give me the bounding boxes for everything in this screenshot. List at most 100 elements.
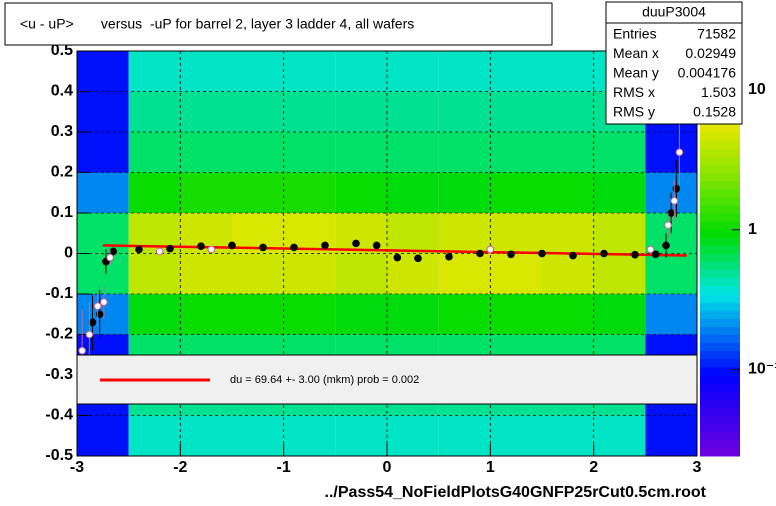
stats-label: RMS x bbox=[613, 84, 655, 100]
data-point bbox=[667, 209, 675, 217]
y-tick-label: 0 bbox=[64, 245, 73, 262]
heat-cell bbox=[438, 91, 491, 132]
heat-cell bbox=[232, 294, 284, 335]
data-point bbox=[85, 330, 94, 339]
heat-cell bbox=[128, 253, 181, 294]
heat-cell bbox=[283, 294, 336, 335]
heat-cell bbox=[128, 51, 181, 92]
heat-cell bbox=[77, 415, 129, 456]
color-step bbox=[700, 407, 740, 416]
y-tick-label: 0.4 bbox=[51, 83, 73, 100]
stats-label: Mean y bbox=[613, 65, 659, 81]
color-step bbox=[700, 358, 740, 368]
data-point bbox=[372, 241, 381, 250]
data-point bbox=[352, 239, 360, 248]
data-point bbox=[207, 245, 216, 254]
y-tick-label: -0.4 bbox=[45, 407, 73, 424]
heat-cell bbox=[232, 51, 284, 92]
color-step bbox=[700, 350, 740, 360]
z-tick-label: 10 bbox=[748, 81, 766, 98]
data-point bbox=[646, 245, 655, 254]
data-point bbox=[675, 148, 684, 157]
heat-cell bbox=[335, 91, 387, 132]
heat-cell bbox=[180, 51, 232, 92]
heat-cell bbox=[128, 172, 181, 213]
color-step bbox=[700, 269, 740, 279]
x-tick-label: 1 bbox=[486, 459, 495, 476]
heat-cell bbox=[335, 415, 387, 456]
color-step bbox=[700, 180, 740, 190]
heat-cell bbox=[542, 213, 594, 254]
color-step bbox=[700, 196, 740, 206]
color-step bbox=[700, 285, 740, 295]
data-point bbox=[664, 221, 672, 229]
data-point bbox=[476, 249, 484, 258]
heat-cell bbox=[232, 132, 284, 173]
heat-cell bbox=[542, 91, 594, 132]
data-point bbox=[662, 241, 670, 250]
color-step bbox=[700, 423, 740, 433]
heat-cell bbox=[542, 415, 594, 456]
data-point bbox=[651, 250, 660, 259]
heat-cell bbox=[283, 415, 336, 456]
heat-cell bbox=[180, 253, 232, 294]
heat-cell bbox=[438, 415, 491, 456]
fit-label: du = 69.64 +- 3.00 (mkm) prob = 0.002 bbox=[230, 374, 419, 386]
color-step bbox=[700, 439, 740, 449]
data-point bbox=[135, 245, 143, 254]
color-step bbox=[700, 310, 740, 319]
heat-cell bbox=[438, 51, 491, 92]
heat-cell bbox=[77, 91, 129, 132]
marks bbox=[78, 119, 687, 392]
color-step bbox=[700, 342, 740, 352]
x-tick-label: 2 bbox=[589, 459, 598, 476]
heat-cell bbox=[490, 91, 542, 132]
heat-cell bbox=[232, 91, 284, 132]
y-tick-label: 0.3 bbox=[51, 123, 73, 140]
heat-cell bbox=[645, 253, 697, 294]
color-step bbox=[700, 399, 740, 408]
color-step bbox=[700, 156, 740, 165]
heatmap bbox=[77, 51, 697, 456]
color-step bbox=[700, 318, 740, 327]
data-point bbox=[414, 254, 422, 263]
heat-cell bbox=[490, 132, 542, 173]
heat-cell bbox=[180, 132, 232, 173]
data-point bbox=[569, 251, 577, 260]
heat-cell bbox=[283, 253, 336, 294]
color-step bbox=[700, 237, 740, 246]
x-tick-label: -2 bbox=[173, 459, 187, 476]
data-point bbox=[78, 346, 86, 355]
y-tick-label: -0.5 bbox=[45, 447, 73, 464]
heat-cell bbox=[593, 213, 646, 254]
data-point bbox=[93, 302, 102, 310]
y-tick-label: 0.2 bbox=[51, 164, 73, 181]
heat-cell bbox=[438, 172, 491, 213]
heat-cell bbox=[438, 294, 491, 335]
heat-cell bbox=[128, 132, 181, 173]
color-step bbox=[700, 277, 740, 287]
y-tick-label: -0.3 bbox=[45, 366, 73, 383]
heat-cell bbox=[128, 91, 181, 132]
heat-cell bbox=[180, 415, 232, 456]
stats-value: 0.004176 bbox=[678, 65, 737, 81]
data-point bbox=[100, 298, 108, 306]
heat-cell bbox=[77, 132, 129, 173]
heat-cell bbox=[645, 294, 697, 335]
heat-cell bbox=[232, 172, 284, 213]
heat-cell bbox=[542, 132, 594, 173]
color-step bbox=[700, 164, 740, 173]
heat-cell bbox=[593, 415, 646, 456]
color-step bbox=[700, 261, 740, 271]
data-point bbox=[106, 253, 114, 262]
heat-cell bbox=[387, 91, 439, 132]
color-step bbox=[700, 148, 740, 157]
stats-value: 0.1528 bbox=[693, 104, 736, 120]
heat-cell bbox=[593, 294, 646, 335]
heat-cell bbox=[645, 415, 697, 456]
data-point bbox=[445, 252, 453, 261]
color-step bbox=[700, 302, 740, 311]
y-tick-label: 0.5 bbox=[51, 42, 73, 59]
heat-cell bbox=[77, 51, 129, 92]
color-step bbox=[700, 447, 740, 457]
